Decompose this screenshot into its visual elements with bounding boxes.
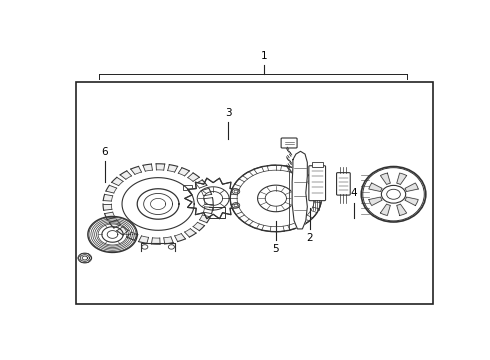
Polygon shape [188, 173, 199, 181]
Polygon shape [203, 207, 213, 213]
Circle shape [232, 189, 240, 194]
Polygon shape [103, 194, 113, 201]
Text: 4: 4 [350, 188, 357, 198]
Circle shape [243, 203, 260, 216]
Circle shape [232, 203, 240, 208]
Polygon shape [156, 164, 165, 170]
Polygon shape [117, 226, 128, 235]
Circle shape [234, 190, 238, 193]
Polygon shape [369, 197, 382, 206]
Polygon shape [405, 183, 418, 192]
Polygon shape [178, 168, 189, 176]
Polygon shape [380, 204, 391, 216]
Polygon shape [397, 173, 407, 184]
Polygon shape [139, 236, 148, 243]
FancyBboxPatch shape [309, 166, 325, 201]
Polygon shape [369, 183, 382, 192]
Text: 2: 2 [307, 233, 313, 243]
FancyBboxPatch shape [337, 173, 350, 195]
Polygon shape [151, 238, 160, 244]
Polygon shape [106, 185, 117, 193]
Polygon shape [112, 177, 123, 186]
Circle shape [230, 165, 321, 232]
Polygon shape [109, 220, 121, 228]
Bar [312, 162, 323, 167]
Polygon shape [204, 198, 213, 204]
FancyBboxPatch shape [281, 138, 297, 148]
Polygon shape [199, 215, 210, 222]
Polygon shape [168, 165, 177, 172]
Polygon shape [196, 180, 207, 188]
Polygon shape [120, 171, 131, 179]
Circle shape [169, 245, 174, 249]
Polygon shape [143, 164, 152, 171]
Ellipse shape [361, 167, 426, 222]
Bar [76, 82, 433, 304]
Circle shape [381, 185, 406, 203]
Polygon shape [405, 197, 418, 206]
Polygon shape [193, 222, 204, 231]
Circle shape [142, 245, 148, 249]
Polygon shape [185, 229, 196, 237]
Text: 1: 1 [261, 51, 268, 61]
Polygon shape [397, 204, 407, 216]
Polygon shape [164, 237, 173, 244]
Circle shape [234, 204, 238, 207]
Polygon shape [380, 173, 391, 184]
Polygon shape [292, 151, 307, 229]
Text: 5: 5 [272, 244, 279, 254]
Polygon shape [185, 178, 242, 219]
Polygon shape [103, 204, 112, 210]
Polygon shape [174, 234, 185, 242]
Polygon shape [201, 188, 212, 196]
Circle shape [245, 205, 257, 214]
Text: 6: 6 [101, 147, 108, 157]
Ellipse shape [363, 168, 424, 221]
Circle shape [387, 189, 400, 199]
Polygon shape [131, 166, 142, 174]
Bar [183, 185, 192, 190]
Polygon shape [105, 212, 115, 220]
Polygon shape [127, 232, 138, 240]
Text: 3: 3 [225, 108, 232, 118]
